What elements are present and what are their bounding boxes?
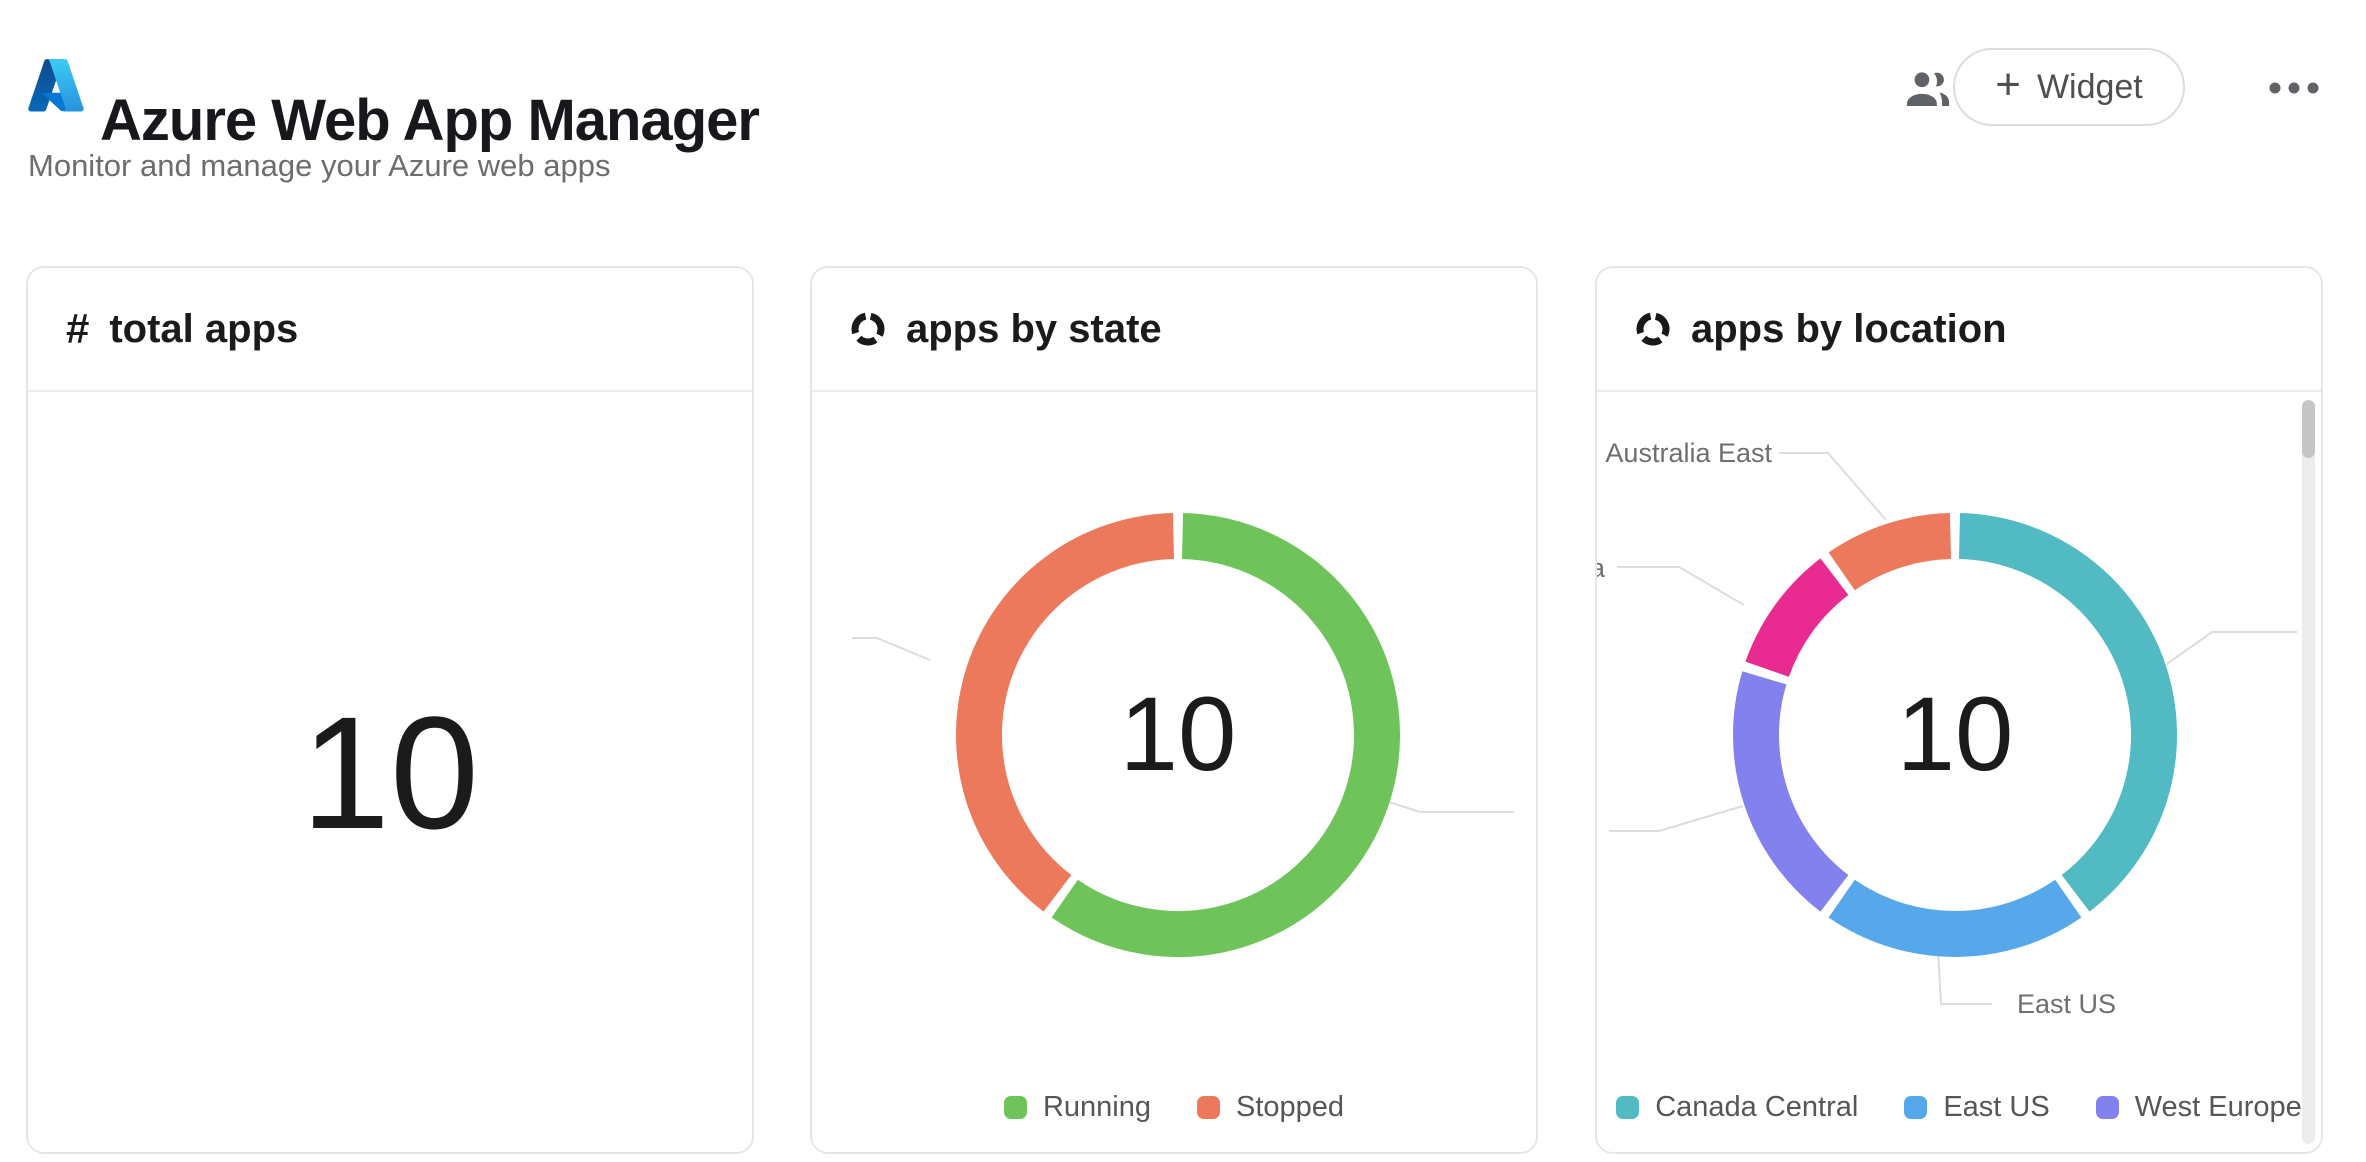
share-users-button[interactable] (1902, 62, 1954, 114)
total-apps-value: 10 (301, 683, 479, 862)
donut-segment-East US[interactable] (1828, 879, 2082, 957)
ellipsis-icon (2269, 82, 2319, 94)
callout-label: Australia East (1605, 438, 1772, 468)
plus-icon: + (1995, 60, 2021, 109)
page-title: Azure Web App Manager (100, 87, 760, 153)
card-apps-by-state: apps by state 10 Running Stopped (810, 266, 1538, 1154)
legend-item-west-europe[interactable]: West Europe (2095, 1091, 2302, 1124)
apps-by-state-legend: Running Stopped (812, 1091, 1536, 1124)
callout-line (1388, 801, 1514, 813)
callout-line (2166, 631, 2297, 665)
azure-logo-icon (28, 59, 84, 112)
callout-line (1609, 805, 1744, 832)
callout-line (1937, 949, 1992, 1005)
more-options-button[interactable] (2258, 66, 2330, 110)
callout-line (1617, 566, 1745, 606)
apps-by-location-legend: Canada Central East US West Europe (1597, 1091, 2321, 1124)
donut-segment-Canada Central[interactable] (1958, 513, 2177, 912)
card-apps-by-state-body: 10 Running Stopped (812, 392, 1538, 1154)
hash-icon: # (66, 305, 90, 352)
card-apps-by-location: apps by location Australia East a East US … (1595, 266, 2323, 1154)
legend-item-stopped[interactable]: Stopped (1196, 1091, 1345, 1124)
callout-label: a (1597, 553, 1606, 583)
card-scrollbar-track[interactable] (2302, 400, 2315, 1144)
donut-chart-icon (1636, 312, 1670, 346)
card-total-apps-body: 10 (28, 392, 752, 1152)
legend-item-canada-central[interactable]: Canada Central (1616, 1091, 1858, 1124)
card-title: apps by location (1691, 306, 2007, 351)
page-subtitle: Monitor and manage your Azure web apps (28, 148, 611, 183)
legend-label: West Europe (2134, 1091, 2302, 1123)
legend-swatch (1003, 1096, 1027, 1119)
legend-item-east-us[interactable]: East US (1904, 1091, 2050, 1124)
apps-by-state-donut-chart[interactable] (812, 392, 1538, 1154)
card-title: apps by state (906, 306, 1162, 351)
callout-label: East US (2017, 989, 2116, 1019)
legend-label: Stopped (1235, 1091, 1345, 1123)
callout-line (1779, 452, 1887, 521)
legend-swatch (1616, 1096, 1640, 1119)
card-scrollbar-thumb[interactable] (2302, 400, 2315, 458)
card-apps-by-location-body: Australia East a East US 10 Canada Central… (1597, 392, 2323, 1154)
legend-item-running[interactable]: Running (1003, 1091, 1151, 1124)
donut-center-value: 10 (1119, 676, 1237, 793)
donut-chart-icon (851, 312, 885, 346)
donut-segment-Australia East[interactable] (1828, 513, 1952, 591)
donut-segment-unlabeled[interactable] (1745, 558, 1849, 678)
donut-center-value: 10 (1896, 676, 2014, 793)
card-title: total apps (109, 306, 299, 351)
legend-swatch (1904, 1096, 1928, 1119)
legend-label: East US (1943, 1091, 2050, 1123)
legend-label: Canada Central (1655, 1091, 1859, 1123)
legend-swatch (2095, 1096, 2119, 1119)
donut-segment-West Europe[interactable] (1733, 671, 1849, 912)
card-apps-by-state-header: apps by state (812, 268, 1536, 392)
card-apps-by-location-header: apps by location (1597, 268, 2321, 392)
donut-segment-Stopped[interactable] (956, 513, 1175, 912)
legend-label: Running (1042, 1091, 1151, 1123)
add-widget-label: Widget (2036, 67, 2143, 106)
add-widget-button[interactable]: + Widget (1953, 48, 2185, 126)
card-total-apps-header: # total apps (28, 268, 752, 392)
donut-segment-Running[interactable] (1051, 513, 1400, 957)
callout-line (852, 637, 931, 661)
legend-swatch (1196, 1096, 1220, 1119)
card-total-apps: # total apps 10 (26, 266, 754, 1154)
apps-by-location-donut-chart[interactable]: Australia East a East US (1597, 392, 2323, 1154)
people-icon (1906, 72, 1950, 106)
